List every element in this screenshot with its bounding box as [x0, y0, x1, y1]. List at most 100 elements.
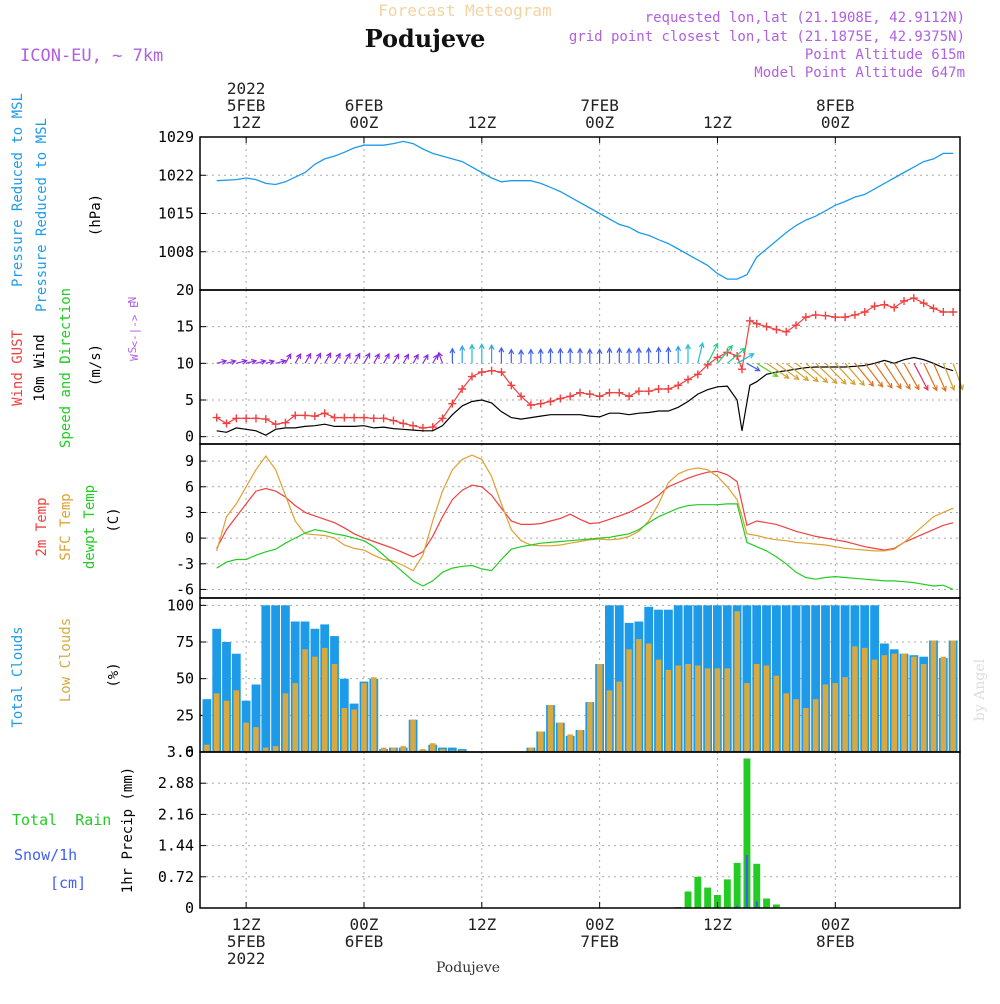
low-cloud-bar [842, 677, 848, 752]
gust-marker [330, 413, 339, 422]
gust-marker [644, 387, 653, 396]
low-cloud-bar [213, 693, 220, 752]
gust-marker [320, 409, 329, 418]
wind-direction-arrow [766, 362, 790, 379]
gust-marker [467, 372, 476, 381]
gust-marker [693, 370, 702, 379]
gust-marker [212, 413, 221, 422]
low-cloud-bar [704, 668, 711, 752]
gust-marker [566, 392, 575, 401]
gust-marker [281, 418, 290, 427]
low-cloud-bar [636, 639, 642, 752]
wind-direction-arrow [635, 347, 642, 364]
gust-marker [359, 413, 368, 422]
y-tick-label: 0.72 [158, 868, 194, 886]
low-cloud-bar [626, 649, 632, 752]
low-cloud-bar [302, 649, 308, 752]
low-cloud-bar [685, 664, 691, 752]
snow-legend-label: Snow/1h [14, 846, 77, 864]
gust-marker [664, 385, 673, 393]
compass-rose: NW <-|-> ES [126, 297, 141, 361]
wind-panel-labels: Wind GUST 10m Wind [10, 330, 48, 406]
gust-marker [890, 303, 899, 312]
header-grid-point: grid point closest lon,lat (21.1875E, 42… [569, 29, 965, 45]
compass-north: N [126, 297, 139, 304]
low-cloud-bar [312, 656, 318, 752]
panel-2: 20 15 10 5 0 [176, 281, 964, 446]
cloud-unit-label: (%) [106, 662, 122, 687]
low-cloud-bar [901, 653, 907, 752]
header-model: ICON-EU, ~ 7km [20, 46, 163, 66]
low-cloud-bar [410, 719, 416, 752]
wind-direction-arrow [412, 353, 419, 364]
gust-marker [251, 414, 260, 423]
y-tick-label: 3 [185, 503, 194, 521]
header-location: Podujeve [365, 24, 486, 53]
gust-marker [801, 313, 810, 322]
low-cloud-bar [734, 611, 740, 752]
low-cloud-bar [390, 747, 397, 752]
low-cloud-bar [832, 683, 838, 752]
gust-marker [507, 381, 516, 390]
y-tick-label: 75 [176, 633, 194, 651]
low-cloud-bar [351, 709, 357, 752]
rain-bar [733, 862, 741, 908]
total-cloud-bar [605, 605, 614, 752]
y-tick-label: 1015 [158, 205, 194, 223]
y-tick-label: 1008 [158, 243, 194, 261]
y-tick-label: 0 [185, 428, 194, 446]
wind-direction-arrow [626, 347, 633, 364]
y-tick-label: 20 [176, 281, 194, 299]
gust-marker [438, 414, 447, 423]
y-tick-label: 15 [176, 318, 194, 336]
gust-marker [399, 419, 408, 428]
wind-direction-arrow [392, 353, 400, 364]
low-cloud-bar [322, 647, 328, 752]
bottom-time-label: 6FEB [345, 932, 384, 951]
gust-marker [733, 352, 742, 360]
panel-5: 3.6 2.88 2.16 1.44 0.72 0 [158, 743, 960, 917]
wind-direction-arrow [923, 363, 938, 392]
wind-direction-arrow [655, 346, 662, 364]
wind-direction-arrow [795, 362, 819, 383]
y-tick-label: 3.6 [167, 743, 194, 761]
wind-speed-line [216, 356, 954, 436]
footer-location: Podujeve [436, 960, 500, 976]
gust-marker [340, 413, 349, 422]
wind-direction-arrow [488, 343, 495, 364]
snow-unit-label: [cm] [50, 874, 86, 892]
gust-marker [792, 321, 801, 330]
gust-marker [909, 294, 918, 303]
gust-marker [713, 353, 722, 362]
wind-10m-label: 10m Wind [32, 334, 48, 401]
rain-bar [684, 891, 692, 908]
bottom-time-label: 7FEB [580, 932, 619, 951]
wind-gust-label: Wind GUST [10, 330, 26, 406]
y-tick-label: 10 [176, 354, 194, 372]
wind-direction-arrow [726, 347, 746, 364]
total-cloud-bar [801, 605, 811, 752]
low-cloud-bar [430, 743, 436, 752]
wind-direction-arrow [275, 358, 287, 365]
gust-marker [850, 310, 859, 319]
top-time-label: 12Z [467, 113, 496, 132]
wind-direction-arrow [324, 352, 332, 364]
wind-direction-arrow [825, 362, 847, 385]
y-tick-label: 50 [176, 670, 194, 688]
wind-direction-arrow [675, 345, 682, 364]
top-time-label: 00Z [821, 113, 850, 132]
total-cloud-bar [811, 605, 820, 752]
total-cloud-bar [742, 605, 752, 752]
wind-direction-arrow [942, 363, 956, 392]
wind-direction-arrow [402, 353, 410, 364]
panel-frame-3 [199, 443, 961, 599]
bottom-time-label: 5FEB [227, 932, 266, 951]
snow-bar [735, 905, 739, 908]
y-tick-label: 0 [185, 899, 194, 917]
y-tick-label: 25 [176, 706, 194, 724]
gust-marker [379, 414, 388, 423]
total-cloud-bar [261, 605, 271, 752]
low-cloud-bar [587, 702, 593, 752]
bottom-time-label: 00Z [350, 915, 379, 934]
wind-direction-arrow [547, 347, 554, 364]
